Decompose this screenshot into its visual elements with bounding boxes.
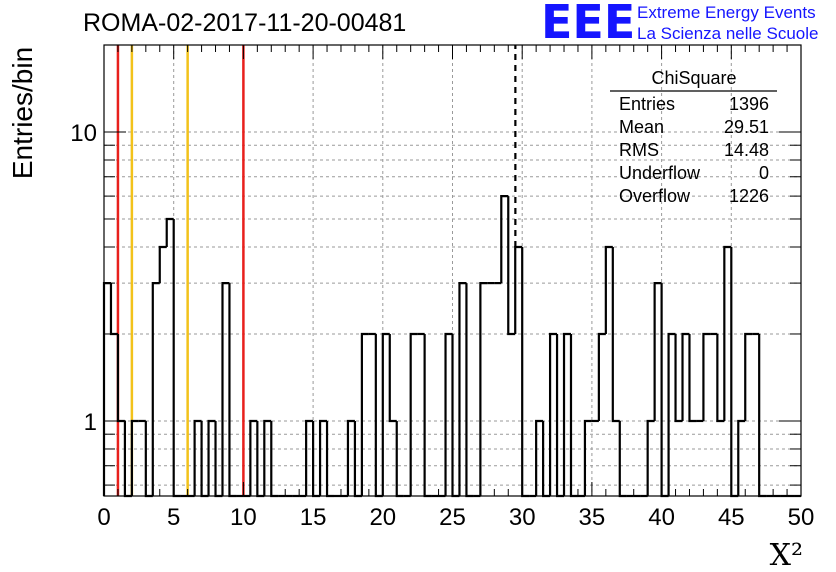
histogram-bin bbox=[263, 419, 272, 496]
x-tick-label: 35 bbox=[579, 504, 606, 531]
histogram-bin bbox=[346, 419, 355, 496]
histogram-bin bbox=[653, 281, 662, 421]
y-tick-label: 10 bbox=[70, 120, 97, 147]
histogram-bin bbox=[158, 245, 167, 284]
histogram-bin bbox=[604, 245, 613, 334]
stats-box: ChiSquare Entries 1396 Mean 29.51 RMS 14… bbox=[610, 68, 777, 206]
x-tick-label: 40 bbox=[648, 504, 675, 531]
histogram-bin bbox=[681, 332, 690, 421]
histogram bbox=[102, 195, 801, 498]
eee-logo-line2: La Scienza nelle Scuole bbox=[637, 24, 818, 43]
stats-value-rms: 14.48 bbox=[724, 140, 769, 160]
histogram-bin bbox=[193, 419, 202, 496]
histogram-bin bbox=[409, 332, 418, 496]
histogram-bin bbox=[207, 419, 216, 496]
y-tick-label: 1 bbox=[84, 409, 97, 436]
histogram-bin bbox=[737, 419, 746, 496]
x-tick-label: 10 bbox=[230, 504, 257, 531]
histogram-bin bbox=[569, 333, 578, 498]
histogram-bin bbox=[458, 281, 467, 496]
histogram-bin bbox=[151, 281, 160, 496]
histogram-bin bbox=[667, 332, 676, 496]
histogram-bin bbox=[465, 283, 474, 498]
histogram-bin bbox=[744, 332, 753, 421]
x-axis-label: X² bbox=[770, 538, 803, 572]
histogram-bin bbox=[597, 332, 606, 421]
x-tick-label: 5 bbox=[167, 504, 180, 531]
stats-value-entries: 1396 bbox=[729, 94, 769, 114]
histogram-bin bbox=[249, 419, 258, 496]
histogram-bin bbox=[500, 195, 509, 284]
stats-label-overflow: Overflow bbox=[619, 186, 691, 206]
stats-value-underflow: 0 bbox=[759, 163, 769, 183]
histogram-bin bbox=[548, 332, 558, 496]
histogram-bin bbox=[318, 419, 328, 496]
histogram-bin bbox=[165, 217, 174, 247]
histogram-bin bbox=[535, 419, 544, 496]
axes bbox=[103, 44, 802, 497]
histogram-bin bbox=[221, 281, 230, 496]
stats-value-mean: 29.51 bbox=[724, 117, 769, 137]
reference-lines bbox=[116, 45, 517, 496]
stats-label-entries: Entries bbox=[619, 94, 675, 114]
histogram-bin bbox=[688, 333, 697, 423]
stats-label-rms: RMS bbox=[619, 140, 659, 160]
histogram-bin bbox=[514, 245, 523, 334]
stats-value-overflow: 1226 bbox=[729, 186, 769, 206]
histogram-bin bbox=[618, 420, 627, 498]
histogram-bin bbox=[360, 332, 369, 496]
x-tick-label: 20 bbox=[369, 504, 396, 531]
histogram-bin bbox=[130, 419, 139, 496]
histogram-bin bbox=[116, 333, 125, 423]
x-tick-label: 25 bbox=[439, 504, 466, 531]
histogram-bin bbox=[716, 333, 725, 423]
tick-labels: 0 5 10 15 20 25 30 35 40 45 50 1 10 bbox=[70, 120, 814, 531]
chart-title: ROMA-02-2017-11-20-00481 bbox=[83, 9, 406, 37]
histogram-bin bbox=[381, 332, 390, 496]
histogram-bin bbox=[305, 419, 314, 496]
x-tick-label: 50 bbox=[788, 504, 815, 531]
histogram-bin bbox=[611, 246, 620, 423]
eee-logo: EEE Extreme Energy Events La Scienza nel… bbox=[541, 0, 818, 49]
histogram-bin bbox=[479, 281, 488, 496]
histogram-bin bbox=[758, 333, 767, 498]
histogram-bin bbox=[521, 246, 530, 498]
histogram-bin bbox=[723, 245, 732, 421]
histogram-bin bbox=[444, 332, 453, 496]
histogram-bin bbox=[583, 419, 592, 496]
y-axis-label: Entries/bin bbox=[7, 47, 38, 179]
histogram-bin bbox=[228, 283, 237, 498]
eee-logo-mark: EEE bbox=[541, 0, 635, 49]
x-tick-label: 45 bbox=[718, 504, 745, 531]
stats-title: ChiSquare bbox=[651, 68, 736, 88]
stats-label-mean: Mean bbox=[619, 117, 664, 137]
histogram-bin bbox=[562, 332, 571, 496]
histogram-bin bbox=[702, 332, 711, 421]
histogram-bin bbox=[172, 218, 181, 498]
x-tick-label: 15 bbox=[300, 504, 327, 531]
stats-label-underflow: Underflow bbox=[619, 163, 701, 183]
histogram-bin bbox=[423, 333, 432, 498]
histogram-bin bbox=[507, 196, 516, 336]
eee-logo-line1: Extreme Energy Events bbox=[637, 3, 816, 22]
x-tick-label: 30 bbox=[509, 504, 536, 531]
histogram-bin bbox=[388, 333, 397, 423]
histogram-bin bbox=[646, 419, 655, 496]
histogram-bin bbox=[674, 333, 683, 423]
x-tick-label: 0 bbox=[97, 504, 110, 531]
